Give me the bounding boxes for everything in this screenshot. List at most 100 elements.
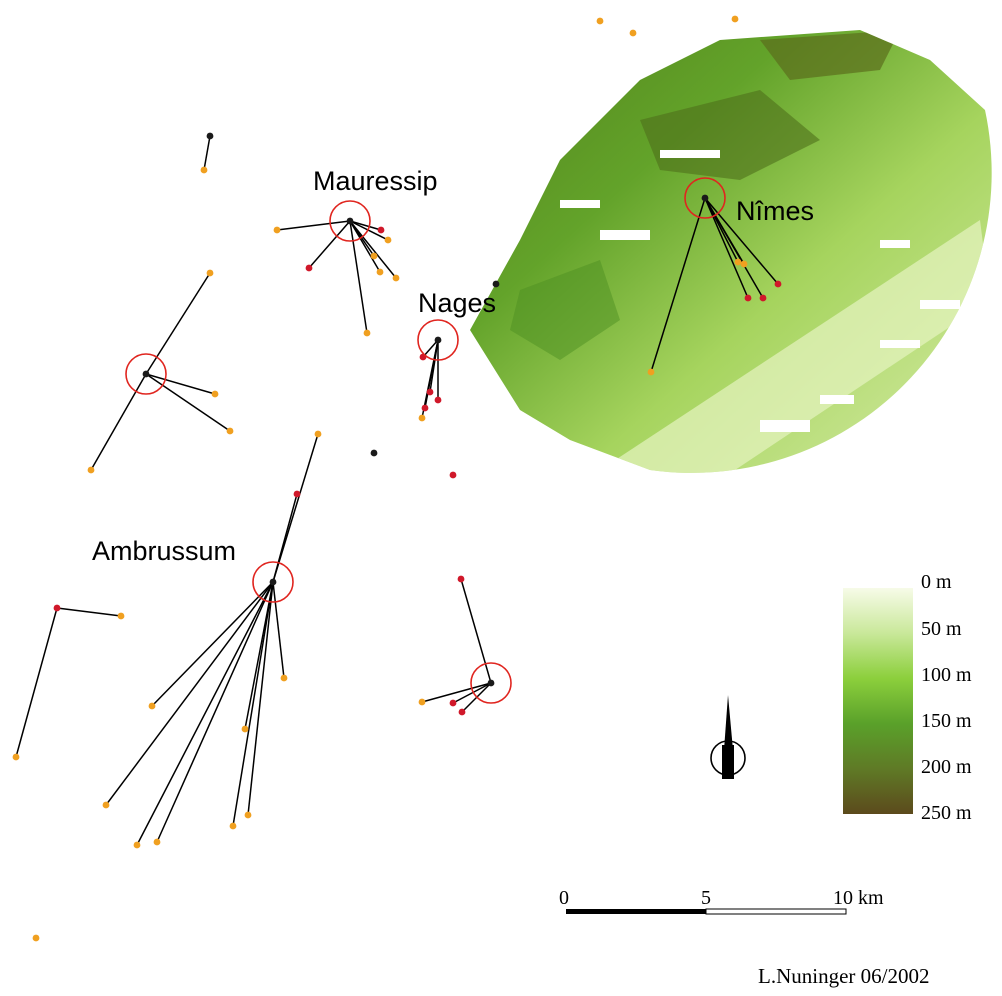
- legend-colour-ramp: [843, 588, 913, 814]
- centre-circle: [417, 319, 459, 361]
- centre-point: [701, 194, 709, 202]
- site-point: [434, 396, 442, 404]
- site-point: [740, 260, 748, 268]
- link-line: [349, 220, 382, 231]
- site-point: [449, 471, 457, 479]
- site-point: [629, 29, 637, 37]
- link-line: [244, 581, 274, 730]
- site-point: [53, 604, 61, 612]
- link-line: [145, 373, 231, 432]
- site-point: [153, 838, 161, 846]
- elevation-legend: 0 m 50 m 100 m 150 m 200 m 250 m: [843, 571, 972, 824]
- link-line: [145, 272, 211, 375]
- link-line: [349, 220, 368, 334]
- centre-circle: [684, 177, 726, 219]
- site-point: [457, 575, 465, 583]
- site-point: [211, 390, 219, 398]
- site-point: [314, 430, 322, 438]
- site-point: [759, 294, 767, 302]
- site-point: [458, 708, 466, 716]
- centre-point: [434, 336, 442, 344]
- link-line: [15, 607, 58, 758]
- link-line: [460, 578, 492, 684]
- terrain-gaps: [560, 150, 960, 432]
- link-line: [203, 135, 211, 171]
- site-point: [376, 268, 384, 276]
- scale-tick-0: 0: [559, 887, 569, 909]
- scale-bar-segment-light: [705, 908, 847, 915]
- link-line: [276, 220, 351, 231]
- site-point: [305, 264, 313, 272]
- centre-point: [487, 679, 495, 687]
- link-line: [349, 220, 389, 241]
- legend-label-0m: 0 m: [921, 571, 952, 593]
- scale-tick-10: 10 km: [833, 887, 884, 909]
- site-point: [241, 725, 249, 733]
- site-point: [731, 15, 739, 23]
- centre-circle: [329, 200, 371, 242]
- centre-circle: [252, 561, 294, 603]
- legend-label-100m: 100 m: [921, 664, 972, 686]
- site-point: [492, 280, 500, 288]
- place-label-nages: Nages: [418, 288, 496, 318]
- centre-circles: [125, 177, 726, 704]
- link-line: [151, 581, 274, 707]
- site-point: [392, 274, 400, 282]
- site-point: [133, 841, 141, 849]
- site-point: [273, 226, 281, 234]
- link-line: [272, 581, 285, 679]
- site-point: [449, 699, 457, 707]
- site-point: [206, 269, 214, 277]
- site-point: [647, 368, 655, 376]
- link-line: [272, 493, 298, 583]
- terrain-elevation-area: [470, 30, 992, 473]
- site-point: [426, 388, 434, 396]
- site-point: [596, 17, 604, 25]
- legend-label-200m: 200 m: [921, 756, 972, 778]
- legend-label-150m: 150 m: [921, 710, 972, 732]
- site-point: [744, 294, 752, 302]
- site-link-lines: [15, 135, 779, 846]
- link-line: [90, 373, 147, 471]
- site-point: [774, 280, 782, 288]
- link-line: [429, 339, 439, 393]
- site-point: [148, 702, 156, 710]
- link-line: [704, 197, 779, 285]
- site-point: [12, 753, 20, 761]
- link-line: [704, 197, 745, 265]
- site-point: [363, 329, 371, 337]
- link-line: [156, 581, 274, 843]
- link-line: [422, 339, 439, 358]
- centre-point: [142, 370, 150, 378]
- site-points: [12, 15, 782, 942]
- link-line: [232, 581, 274, 827]
- site-point: [280, 674, 288, 682]
- scale-bar: 0 5 10 km: [559, 887, 884, 915]
- link-line: [145, 373, 216, 395]
- site-point: [418, 698, 426, 706]
- site-point: [734, 258, 742, 266]
- link-line: [308, 220, 351, 269]
- site-point: [229, 822, 237, 830]
- centre-point: [269, 578, 277, 586]
- link-line: [650, 197, 706, 373]
- link-line: [421, 682, 492, 703]
- site-point: [117, 612, 125, 620]
- centre-point: [346, 217, 354, 225]
- site-point: [226, 427, 234, 435]
- site-point: [102, 801, 110, 809]
- link-line: [452, 682, 492, 704]
- centre-circle: [125, 353, 167, 395]
- site-point: [87, 466, 95, 474]
- link-line: [704, 197, 749, 299]
- scale-bar-segment-dark: [566, 909, 706, 914]
- site-point: [421, 404, 429, 412]
- author-credit: L.Nuninger 06/2002: [758, 964, 929, 988]
- scale-tick-5: 5: [701, 887, 711, 909]
- place-label-ambrussum: Ambrussum: [92, 536, 236, 566]
- site-point: [293, 490, 301, 498]
- site-point: [377, 226, 385, 234]
- site-point: [244, 811, 252, 819]
- site-point: [200, 166, 208, 174]
